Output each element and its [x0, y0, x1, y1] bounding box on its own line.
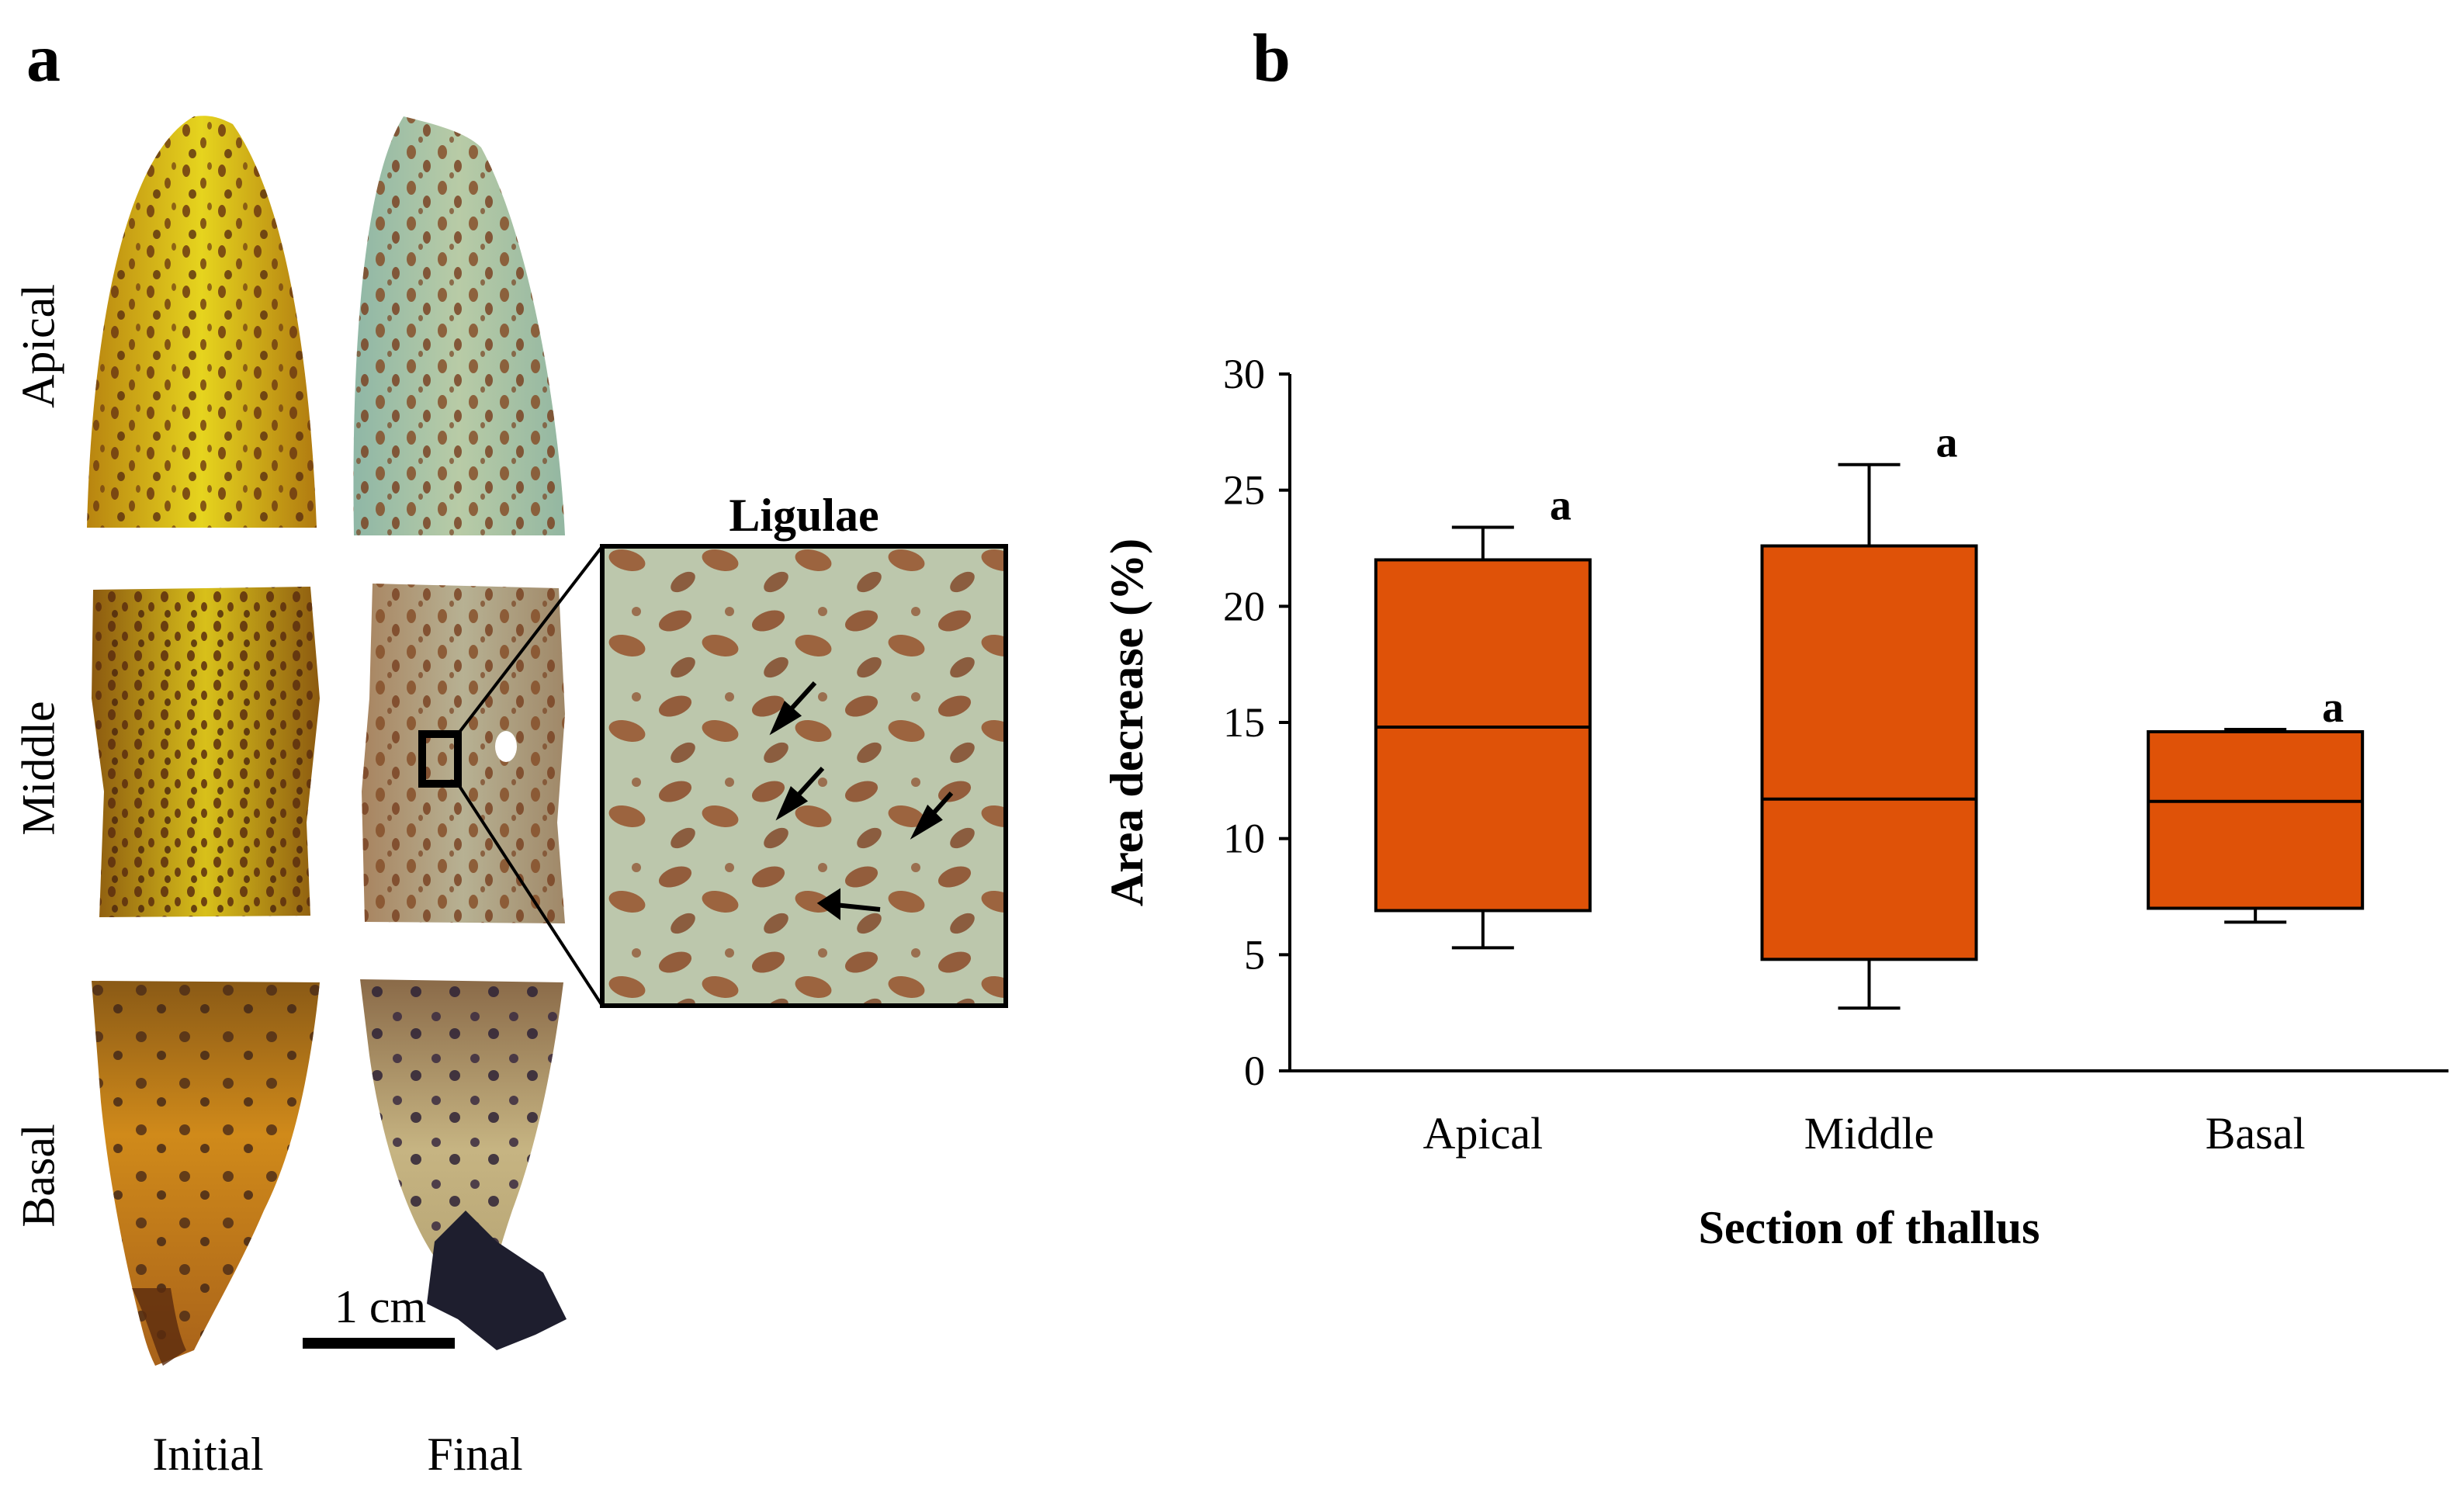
scale-bar-label: 1 cm	[334, 1281, 427, 1332]
zoom-line-bottom	[456, 782, 604, 1007]
y-tick-label: 0	[1244, 1048, 1265, 1094]
zoom-line-top	[456, 545, 604, 736]
y-tick-label: 10	[1223, 816, 1265, 862]
y-axis-title: Area decrease (%)	[1101, 539, 1152, 906]
ligulae-inset-photo	[600, 544, 1008, 1008]
x-tick-label: Middle	[1804, 1108, 1935, 1159]
x-tick-label: Apical	[1423, 1108, 1544, 1159]
significance-letter: a	[1936, 419, 1958, 467]
panel-a-letter: a	[26, 21, 61, 96]
y-tick-label: 15	[1223, 699, 1265, 746]
y-tick-label: 20	[1223, 583, 1265, 629]
inset-title: Ligulae	[729, 490, 879, 541]
photo-basal-initial	[92, 981, 320, 1366]
y-tick-label: 25	[1223, 467, 1265, 514]
photo-apical-final	[353, 116, 565, 535]
column-label-final: Final	[427, 1429, 523, 1480]
x-tick-label: Basal	[2206, 1108, 2306, 1159]
box-plot-chart: 0 5 10 15 20 25 30 a Apical a Middle a Basal Section …	[1101, 351, 2448, 1253]
box-apical	[1374, 558, 1592, 913]
zoom-selection-box	[418, 730, 462, 788]
column-label-initial: Initial	[152, 1429, 264, 1480]
photo-middle-initial	[92, 587, 320, 917]
x-axis-title: Section of thallus	[1698, 1202, 2039, 1253]
box-basal	[2147, 729, 2365, 910]
y-tick-label: 30	[1223, 351, 1265, 397]
photo-apical-initial	[87, 116, 317, 528]
significance-letter: a	[1550, 482, 1572, 530]
y-tick-label: 5	[1244, 931, 1265, 978]
scale-bar	[303, 1338, 455, 1349]
significance-letter: a	[2322, 684, 2344, 732]
photo-middle-final	[362, 584, 565, 923]
box-middle	[1760, 544, 1978, 961]
specimen-photographs	[87, 116, 1008, 1366]
panel-b-letter: b	[1253, 21, 1291, 96]
ligula-arrows	[769, 681, 954, 920]
photo-basal-final	[360, 979, 567, 1350]
